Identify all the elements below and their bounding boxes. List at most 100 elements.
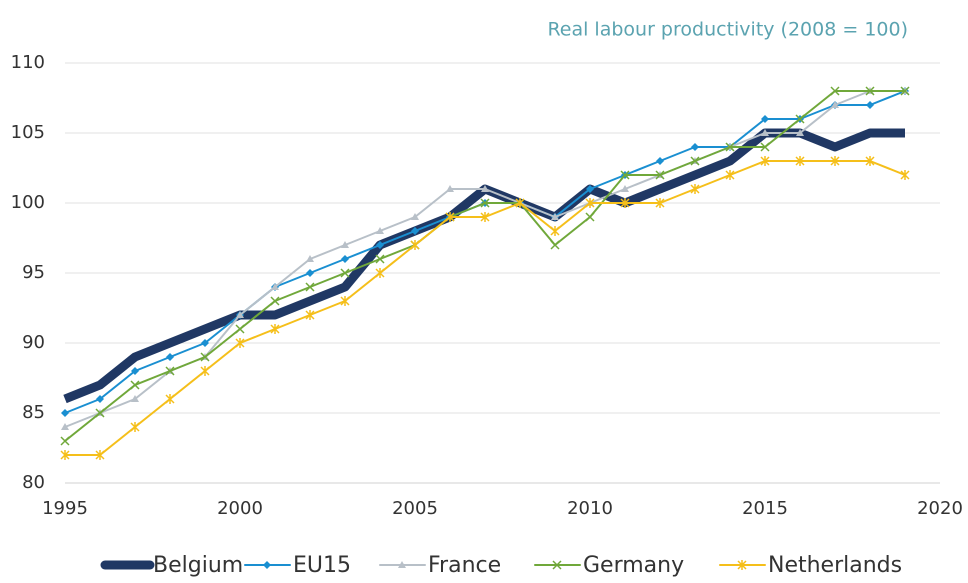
marker bbox=[446, 185, 454, 192]
marker bbox=[340, 296, 350, 306]
marker bbox=[515, 198, 525, 208]
marker bbox=[550, 226, 560, 236]
series-line bbox=[64, 90, 905, 428]
marker bbox=[830, 156, 840, 166]
legend-label: France bbox=[428, 553, 501, 578]
y-tick-label: 80 bbox=[22, 472, 45, 493]
marker bbox=[725, 142, 735, 152]
marker bbox=[866, 101, 874, 109]
marker bbox=[376, 241, 384, 249]
marker bbox=[795, 114, 805, 124]
marker bbox=[61, 409, 69, 417]
marker bbox=[235, 324, 245, 334]
marker bbox=[620, 198, 630, 208]
marker bbox=[340, 268, 350, 278]
legend-marker bbox=[552, 560, 562, 570]
marker bbox=[550, 240, 560, 250]
marker bbox=[481, 185, 489, 192]
marker bbox=[375, 268, 385, 278]
series-line bbox=[64, 90, 905, 442]
x-tick-label: 1995 bbox=[42, 498, 88, 519]
marker bbox=[690, 184, 700, 194]
marker bbox=[375, 254, 385, 264]
legend-marker bbox=[737, 560, 747, 570]
marker bbox=[830, 86, 840, 96]
legend-label: EU15 bbox=[293, 553, 351, 578]
marker bbox=[131, 367, 139, 375]
marker bbox=[341, 241, 349, 248]
marker bbox=[725, 170, 735, 180]
marker bbox=[201, 339, 209, 347]
marker bbox=[306, 269, 314, 277]
legend-marker bbox=[263, 561, 271, 569]
marker bbox=[655, 198, 665, 208]
marker bbox=[760, 156, 770, 166]
y-tick-label: 110 bbox=[11, 52, 45, 73]
marker bbox=[795, 156, 805, 166]
marker bbox=[865, 156, 875, 166]
marker bbox=[270, 324, 280, 334]
marker bbox=[551, 213, 559, 220]
marker bbox=[831, 101, 839, 108]
marker bbox=[60, 436, 70, 446]
marker bbox=[236, 311, 244, 318]
marker bbox=[865, 86, 875, 96]
marker bbox=[691, 143, 699, 151]
marker bbox=[165, 394, 175, 404]
marker bbox=[690, 156, 700, 166]
legend-label: Germany bbox=[583, 553, 684, 578]
series-line bbox=[63, 128, 905, 404]
marker bbox=[166, 353, 174, 361]
marker bbox=[305, 310, 315, 320]
marker bbox=[761, 115, 769, 123]
marker bbox=[341, 255, 349, 263]
marker bbox=[235, 338, 245, 348]
marker bbox=[620, 170, 630, 180]
marker bbox=[60, 450, 70, 460]
marker bbox=[655, 170, 665, 180]
x-tick-label: 2020 bbox=[917, 498, 963, 519]
marker bbox=[900, 170, 910, 180]
marker bbox=[761, 129, 769, 136]
marker bbox=[760, 142, 770, 152]
marker bbox=[61, 423, 69, 430]
x-tick-label: 2015 bbox=[742, 498, 788, 519]
y-tick-label: 85 bbox=[22, 402, 45, 423]
y-tick-label: 105 bbox=[11, 122, 45, 143]
marker bbox=[656, 157, 664, 165]
x-tick-label: 2010 bbox=[567, 498, 613, 519]
marker bbox=[95, 408, 105, 418]
marker bbox=[270, 296, 280, 306]
y-tick-label: 100 bbox=[11, 192, 45, 213]
marker bbox=[165, 366, 175, 376]
marker bbox=[96, 395, 104, 403]
x-tick-label: 2000 bbox=[217, 498, 263, 519]
marker bbox=[376, 227, 384, 234]
marker bbox=[796, 129, 804, 136]
legend-label: Belgium bbox=[153, 553, 243, 578]
marker bbox=[271, 283, 279, 290]
marker bbox=[445, 212, 455, 222]
x-tick-label: 2005 bbox=[392, 498, 438, 519]
marker bbox=[410, 240, 420, 250]
y-tick-label: 95 bbox=[22, 262, 45, 283]
legend-marker bbox=[398, 561, 406, 568]
marker bbox=[411, 227, 419, 235]
marker bbox=[585, 198, 595, 208]
marker bbox=[411, 213, 419, 220]
y-tick-label: 90 bbox=[22, 332, 45, 353]
marker bbox=[480, 198, 490, 208]
marker bbox=[200, 352, 210, 362]
series-line bbox=[64, 90, 906, 414]
marker bbox=[621, 185, 629, 192]
chart-title: Real labour productivity (2008 = 100) bbox=[547, 19, 908, 41]
marker bbox=[586, 185, 594, 193]
marker bbox=[130, 380, 140, 390]
marker bbox=[305, 282, 315, 292]
marker bbox=[585, 212, 595, 222]
marker bbox=[95, 450, 105, 460]
marker bbox=[131, 395, 139, 402]
marker bbox=[130, 422, 140, 432]
legend-label: Netherlands bbox=[768, 553, 902, 578]
